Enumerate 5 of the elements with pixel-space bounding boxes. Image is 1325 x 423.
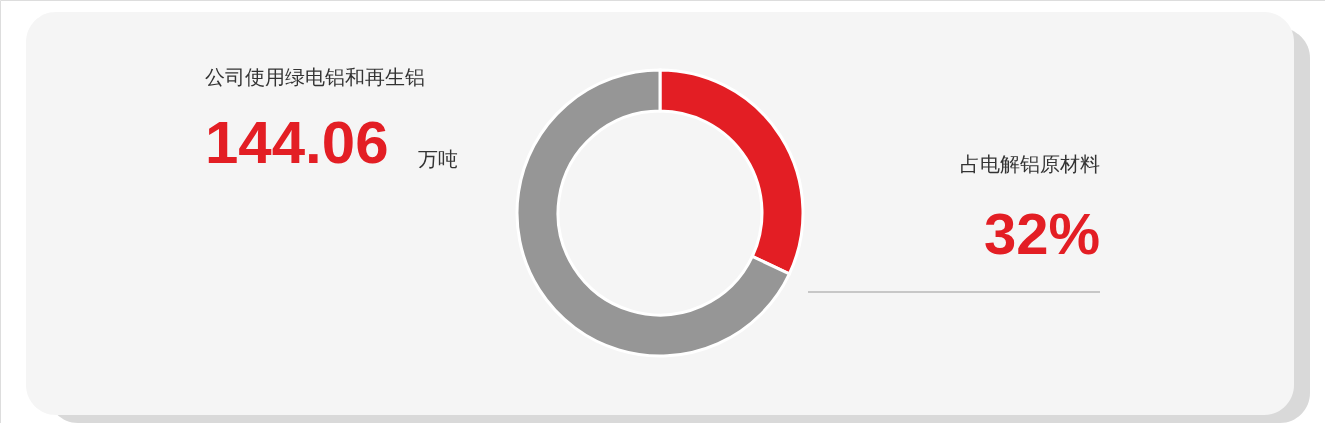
text: 万吨 [418, 147, 458, 171]
text: 公司使用绿电铝和再生铝 [205, 65, 425, 89]
text: 144.06 [205, 109, 389, 176]
data-label: 32% [983, 201, 1100, 266]
text: 占电解铝原材料 [960, 152, 1100, 176]
